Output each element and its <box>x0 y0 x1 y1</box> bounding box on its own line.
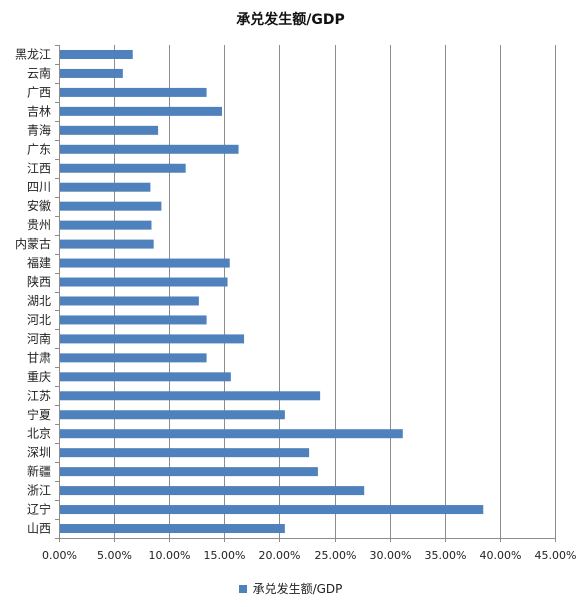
bar <box>60 334 245 344</box>
x-tick-label: 15.00% <box>204 549 246 562</box>
category-label: 新疆 <box>27 464 51 479</box>
legend: 承兑发生额/GDP <box>0 580 581 597</box>
bar <box>60 239 154 249</box>
x-tick-label: 25.00% <box>315 549 357 562</box>
bar <box>60 391 321 401</box>
x-tick-label: 40.00% <box>480 549 522 562</box>
bar <box>60 258 230 268</box>
category-label: 江苏 <box>27 389 51 403</box>
bar <box>60 486 365 496</box>
x-tick-label: 30.00% <box>370 549 412 562</box>
category-label: 贵州 <box>27 218 51 232</box>
category-label: 云南 <box>27 65 51 80</box>
bar <box>60 372 231 382</box>
bar <box>60 505 484 515</box>
category-label: 河北 <box>27 313 51 327</box>
bar <box>60 182 151 192</box>
bar <box>60 106 223 116</box>
bar <box>60 524 285 534</box>
category-label: 重庆 <box>27 370 51 384</box>
bar <box>60 277 228 287</box>
bar <box>60 410 285 420</box>
bar <box>60 163 186 173</box>
category-label: 浙江 <box>27 484 51 498</box>
chart-title: 承兑发生额/GDP <box>236 12 345 28</box>
category-label: 黑龙江 <box>15 47 51 61</box>
bar <box>60 87 207 97</box>
category-label: 广西 <box>27 85 51 99</box>
category-label: 山西 <box>27 522 51 536</box>
category-label: 辽宁 <box>27 502 51 517</box>
x-tick-label: 10.00% <box>149 549 191 562</box>
category-label: 江西 <box>27 161 51 175</box>
category-label: 广东 <box>27 142 51 156</box>
bar <box>60 125 159 135</box>
x-tick-label: 20.00% <box>259 549 301 562</box>
bar <box>60 296 199 306</box>
bar <box>60 144 239 154</box>
bar <box>60 429 403 439</box>
category-label: 福建 <box>27 255 51 270</box>
category-label: 北京 <box>27 427 51 441</box>
bar <box>60 448 310 458</box>
x-tick-label: 5.00% <box>97 549 132 562</box>
category-label: 深圳 <box>27 446 51 460</box>
category-label: 湖北 <box>27 293 51 308</box>
bar <box>60 353 207 363</box>
bar <box>60 49 133 59</box>
bar <box>60 315 207 325</box>
category-label: 内蒙古 <box>15 236 51 251</box>
category-label: 四川 <box>27 180 51 194</box>
category-label: 青海 <box>27 122 51 137</box>
category-label: 宁夏 <box>27 407 51 422</box>
category-label: 陕西 <box>27 274 51 289</box>
bar <box>60 467 318 477</box>
bar <box>60 68 123 78</box>
x-tick-label: 0.00% <box>42 549 77 562</box>
bar <box>60 220 152 230</box>
bar <box>60 201 162 211</box>
category-label: 河南 <box>27 331 51 346</box>
category-label: 安徽 <box>27 198 51 213</box>
category-label: 吉林 <box>27 104 51 118</box>
x-tick-label: 45.00% <box>535 549 577 562</box>
category-label: 甘肃 <box>27 351 51 365</box>
x-tick-label: 35.00% <box>425 549 467 562</box>
legend-swatch <box>238 585 247 593</box>
legend-label: 承兑发生额/GDP <box>252 582 343 596</box>
